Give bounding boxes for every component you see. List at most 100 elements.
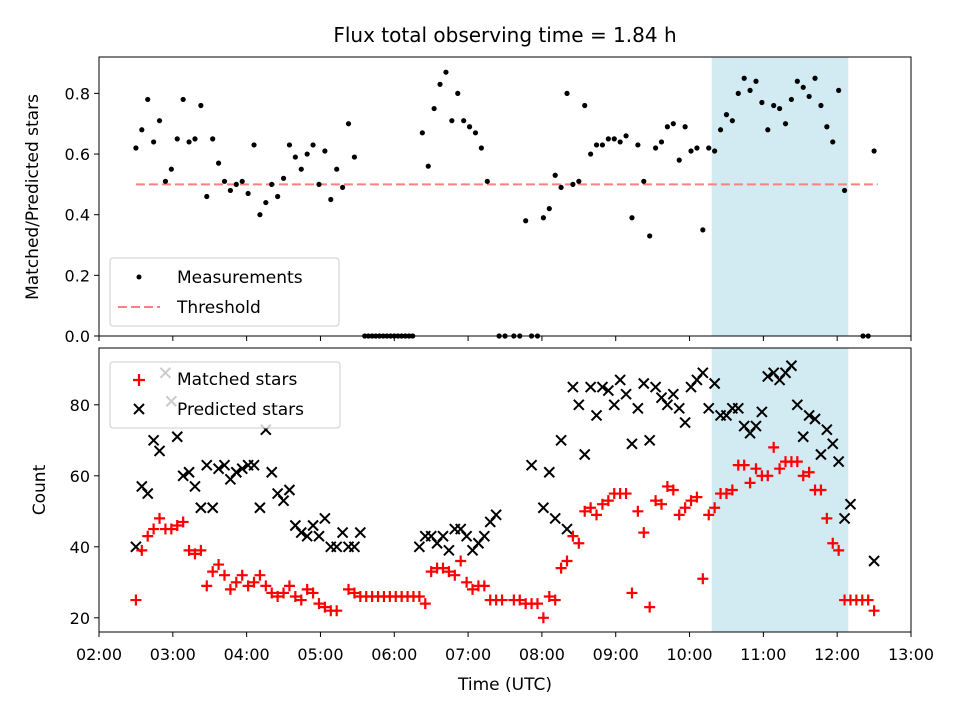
xtick-label: 13:00 [888, 645, 934, 664]
predicted-point [437, 530, 449, 542]
measurement-point [576, 178, 582, 184]
matched-point [148, 523, 160, 535]
bottom-legend: Matched stars Predicted stars [109, 361, 341, 429]
matched-point [301, 583, 313, 595]
predicted-point [537, 502, 550, 514]
matched-point [726, 484, 738, 496]
measurement-point [552, 172, 558, 178]
matched-point [230, 576, 242, 588]
predicted-point [354, 526, 367, 539]
matched-point [709, 502, 721, 514]
measurement-point [723, 112, 730, 118]
measurement-point [794, 78, 800, 84]
measurement-point [652, 145, 659, 151]
matched-point [673, 509, 685, 521]
measurement-point [245, 190, 251, 197]
measurement-point [871, 148, 877, 154]
matched-point [455, 555, 467, 567]
matched-point [644, 601, 656, 613]
measurement-point [269, 181, 275, 187]
top-ytick-label: 0.6 [65, 145, 90, 164]
measurement-point [292, 154, 298, 160]
predicted-point [626, 438, 638, 450]
bottom-legend-box [109, 361, 341, 429]
measurement-point [670, 121, 676, 127]
predicted-point [750, 420, 762, 432]
measurement-point [676, 157, 682, 163]
predicted-point [643, 434, 656, 447]
legend-predicted-label: Predicted stars [177, 400, 304, 420]
matched-point [667, 484, 679, 496]
predicted-point [283, 484, 296, 496]
measurement-point [286, 142, 293, 148]
measurement-point [824, 124, 830, 130]
matched-point [585, 502, 597, 514]
measurement-point [546, 206, 552, 212]
measurement-point [599, 142, 606, 148]
matched-point [738, 459, 750, 471]
matched-point [260, 580, 272, 592]
measurement-point [611, 136, 617, 142]
predicted-point [171, 431, 183, 443]
measurement-point [635, 142, 641, 148]
measurement-point [145, 96, 151, 103]
matched-point [437, 562, 449, 574]
matched-point [272, 591, 284, 602]
top-highlight-span [711, 57, 849, 336]
bot-ytick-label: 80 [70, 396, 90, 415]
matched-point [573, 537, 585, 549]
predicted-point [815, 448, 827, 461]
matched-point [443, 566, 455, 578]
measurement-point [316, 181, 322, 187]
matched-point [165, 523, 177, 535]
measurement-point [340, 184, 346, 191]
measurement-point [777, 105, 783, 112]
matched-point [803, 466, 815, 478]
xtick-label: 04:00 [224, 645, 270, 664]
matched-point [555, 562, 567, 574]
predicted-point [661, 399, 674, 411]
measurement-point [558, 184, 564, 191]
predicted-point [756, 406, 768, 418]
measurement-point [564, 90, 570, 96]
predicted-point [803, 409, 815, 422]
measurement-point [478, 145, 484, 151]
matched-point [685, 495, 697, 507]
measurement-point [706, 145, 712, 151]
measurement-point [455, 90, 461, 96]
predicted-point [638, 377, 650, 390]
measurement-point [328, 196, 334, 203]
predicted-point [295, 526, 307, 539]
top-ytick-label: 0.4 [65, 206, 90, 225]
legend-matched-marker [133, 374, 145, 386]
measurement-point [419, 130, 425, 136]
matched-point [236, 569, 248, 581]
matched-point [348, 587, 360, 599]
matched-point [183, 544, 195, 556]
predicted-point [147, 434, 160, 447]
predicted-point [584, 381, 597, 393]
measurement-point [280, 175, 287, 181]
measurement-point [688, 148, 694, 154]
predicted-point [608, 399, 620, 411]
matched-point [768, 441, 780, 453]
predicted-point [555, 434, 567, 447]
measurement-point [759, 99, 765, 106]
measurement-point [227, 187, 233, 194]
predicted-point [844, 498, 857, 510]
matched-point [862, 594, 874, 606]
measurement-point [818, 102, 824, 109]
measurement-point [484, 178, 490, 184]
matched-point [289, 591, 301, 602]
predicted-point [809, 413, 821, 425]
measurement-point [425, 163, 431, 169]
matched-point [650, 495, 662, 507]
matched-point [154, 512, 166, 524]
measurement-point [682, 124, 688, 130]
legend-predicted-marker [133, 403, 145, 415]
matched-point [189, 548, 201, 560]
predicted-point [348, 541, 361, 553]
matched-point [313, 598, 325, 610]
legend-threshold-label: Threshold [176, 298, 261, 318]
predicted-point [673, 402, 685, 415]
